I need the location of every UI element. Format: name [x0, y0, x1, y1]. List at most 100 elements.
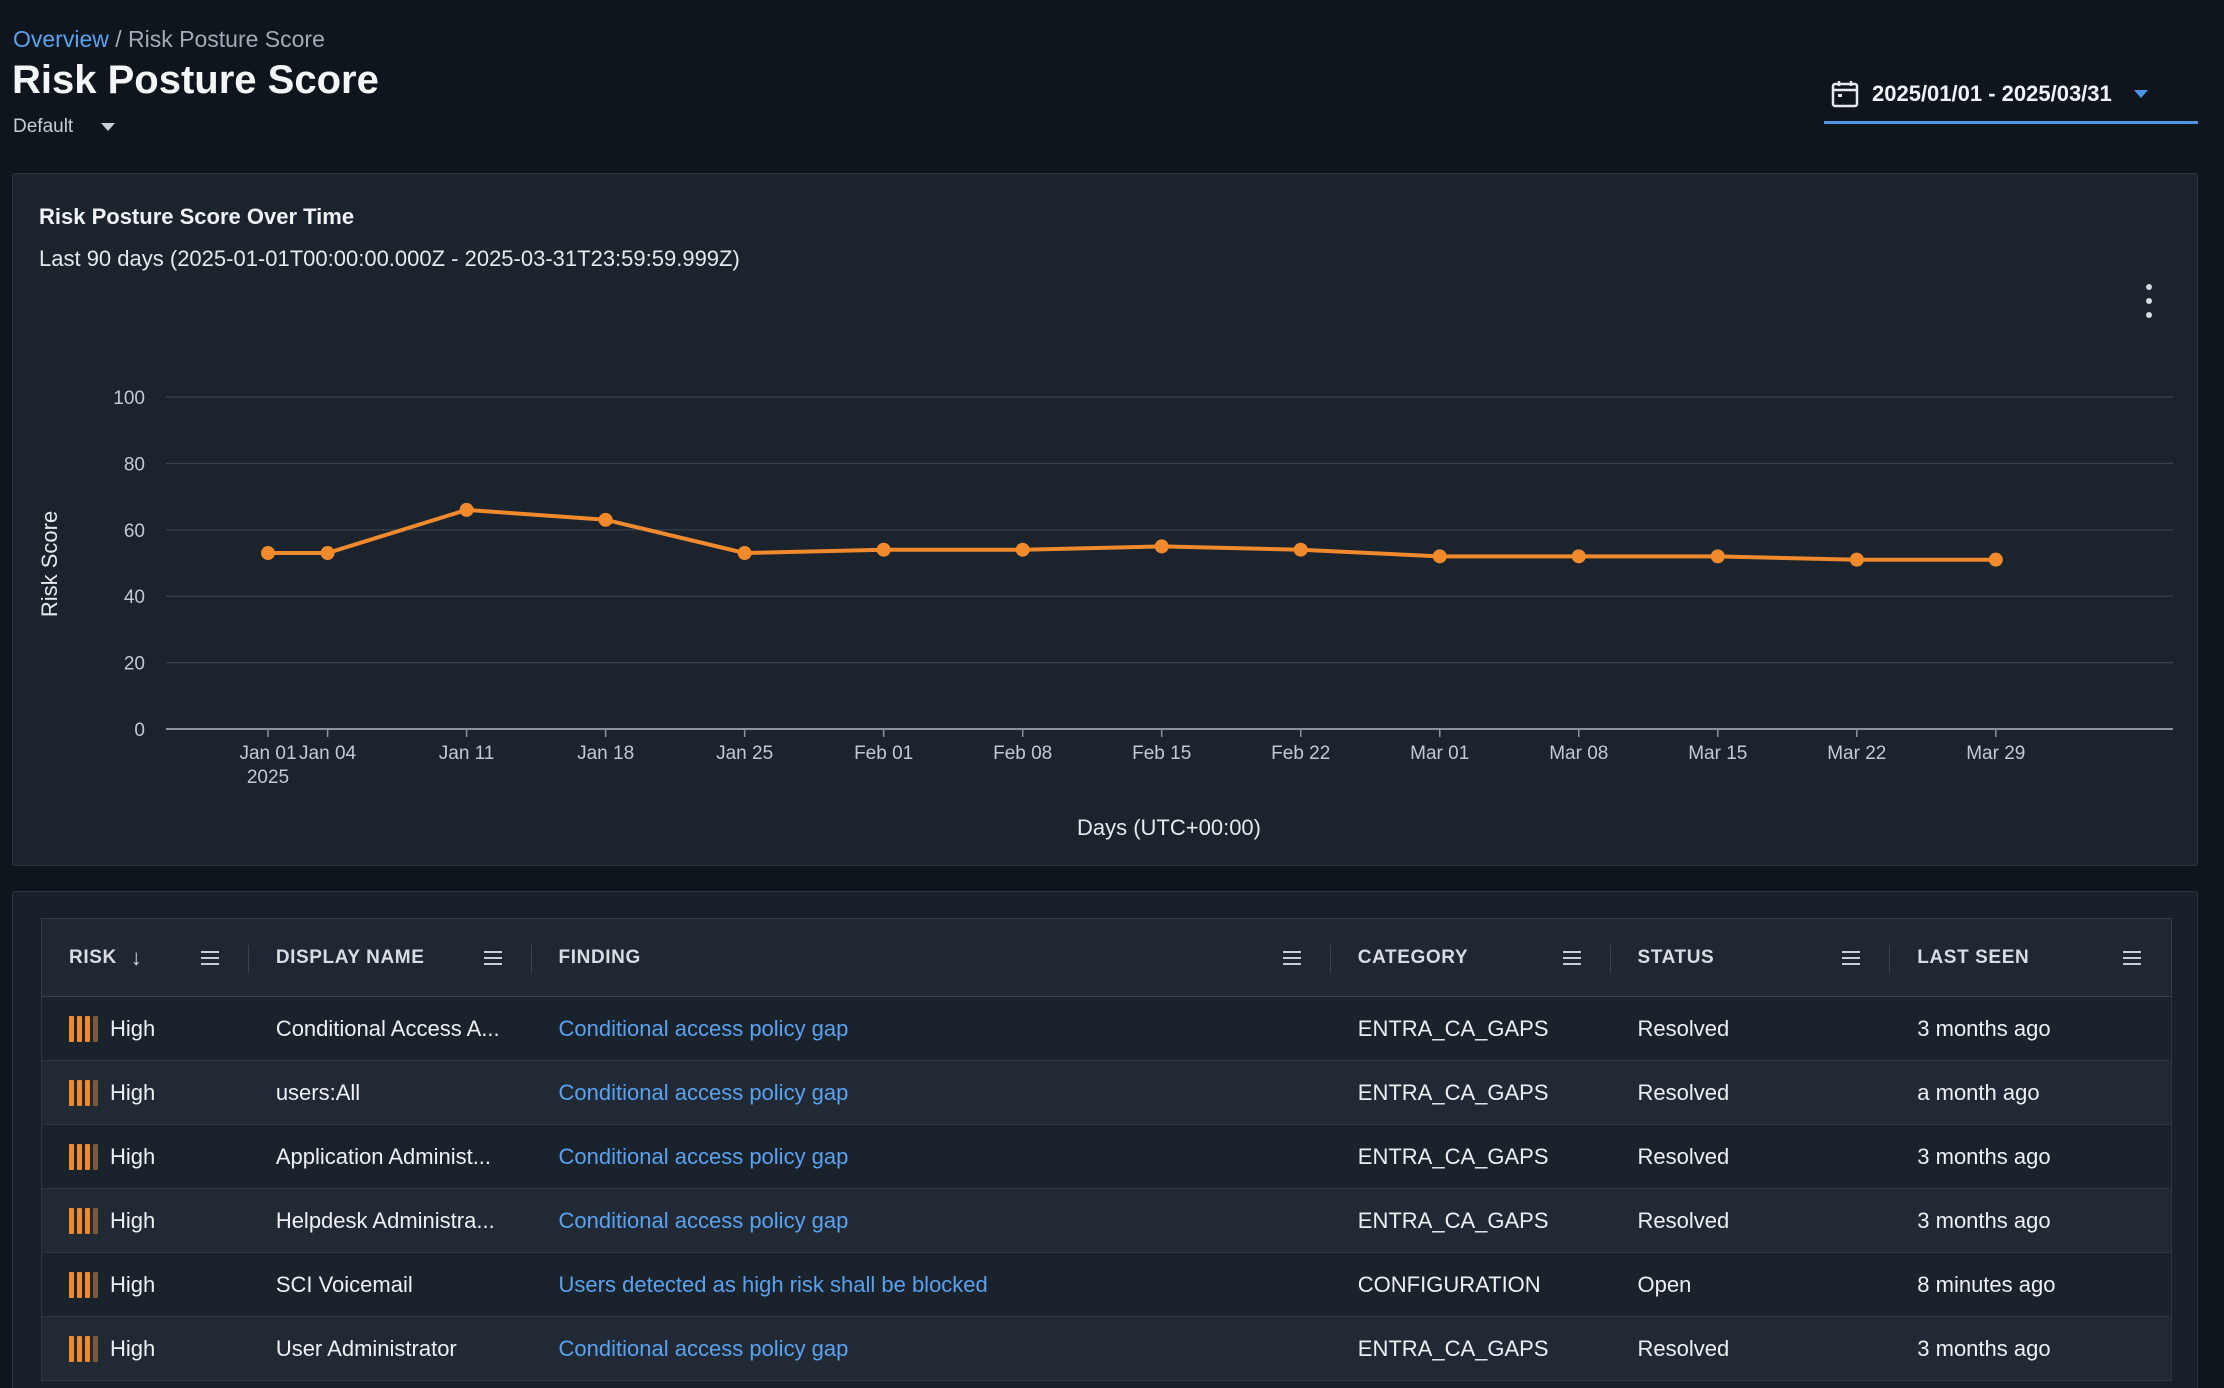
view-select[interactable]: Default	[13, 116, 116, 138]
status-cell: Resolved	[1637, 1207, 1730, 1233]
data-point	[737, 546, 752, 561]
risk-cell: High	[42, 1125, 249, 1188]
data-point	[1432, 549, 1447, 564]
risk-level-icon	[69, 1207, 98, 1234]
table-row[interactable]: High SCI Voicemail Users detected as hig…	[41, 1253, 2172, 1317]
risk-level-icon	[69, 1079, 98, 1106]
category-cell: CONFIGURATION	[1357, 1271, 1541, 1297]
menu-icon[interactable]	[2123, 950, 2141, 965]
breadcrumb-separator: /	[115, 26, 122, 52]
status-cell: Resolved	[1637, 1335, 1730, 1361]
date-range-value: 2025/01/01 - 2025/03/31	[1872, 80, 2112, 106]
breadcrumb: Overview / Risk Posture Score	[13, 26, 325, 53]
last-seen-cell: a month ago	[1917, 1079, 2040, 1105]
x-tick-label: Mar 15	[1688, 743, 1747, 764]
risk-score-line-chart: 0 20 40 60 80 100 Jan 01 2025 Jan 04 Jan 11 Jan 1…	[37, 388, 2173, 840]
column-header-status[interactable]: STATUS	[1611, 919, 1891, 996]
date-range-picker[interactable]: 2025/01/01 - 2025/03/31	[1824, 66, 2198, 124]
x-tick-label: Mar 01	[1410, 743, 1469, 764]
column-header-category[interactable]: CATEGORY	[1331, 919, 1611, 996]
table-row[interactable]: High Conditional Access A... Conditional…	[41, 997, 2172, 1061]
series-line	[268, 507, 1996, 562]
chevron-down-icon	[101, 123, 116, 131]
x-axis-label: Days (UTC+00:00)	[1077, 815, 1261, 840]
data-point	[1293, 542, 1308, 557]
y-tick-label: 40	[124, 587, 145, 608]
table-row[interactable]: High User Administrator Conditional acce…	[41, 1317, 2172, 1381]
column-header-finding[interactable]: FINDING	[532, 919, 1331, 996]
column-header-risk[interactable]: RISK ↓	[42, 919, 249, 996]
view-select-value: Default	[13, 116, 74, 137]
x-tick-label: Mar 08	[1549, 743, 1608, 764]
finding-link[interactable]: Conditional access policy gap	[558, 1079, 849, 1105]
breadcrumb-overview-link[interactable]: Overview	[13, 26, 109, 52]
last-seen-cell: 3 months ago	[1917, 1335, 2051, 1361]
y-tick-label: 60	[124, 521, 145, 542]
findings-table: RISK ↓ DISPLAY NAME FINDING CATEGORY	[41, 918, 2172, 1381]
risk-cell: High	[42, 1061, 249, 1124]
status-cell: Open	[1637, 1271, 1692, 1297]
data-point	[261, 546, 275, 561]
menu-icon[interactable]	[200, 950, 219, 965]
display-name-cell: SCI Voicemail	[275, 1271, 413, 1297]
risk-level-icon	[69, 1271, 98, 1298]
data-point	[1710, 549, 1725, 564]
x-tick-label: Jan 01	[239, 743, 296, 764]
y-tick-label: 100	[113, 388, 145, 409]
table-row[interactable]: High Helpdesk Administra... Conditional …	[41, 1189, 2172, 1253]
display-name-cell: Conditional Access A...	[275, 1015, 500, 1041]
table-row[interactable]: High users:All Conditional access policy…	[41, 1061, 2172, 1125]
x-tick-label: Mar 29	[1966, 743, 2025, 764]
y-tick-label: 80	[124, 454, 145, 475]
category-cell: ENTRA_CA_GAPS	[1357, 1015, 1549, 1041]
x-tick-label: Jan 11	[439, 743, 495, 764]
table-row[interactable]: High Application Administ... Conditional…	[41, 1125, 2172, 1189]
x-tick-sublabel: 2025	[247, 767, 289, 788]
last-seen-cell: 3 months ago	[1917, 1015, 2051, 1041]
data-point	[598, 512, 613, 527]
column-header-last-seen[interactable]: LAST SEEN	[1890, 919, 2171, 996]
y-tick-label: 20	[124, 654, 145, 675]
x-tick-label: Feb 22	[1271, 743, 1330, 764]
column-header-display-name[interactable]: DISPLAY NAME	[249, 919, 532, 996]
menu-icon[interactable]	[1842, 950, 1861, 965]
display-name-cell: Helpdesk Administra...	[275, 1207, 495, 1233]
data-point	[1154, 539, 1169, 554]
finding-link[interactable]: Conditional access policy gap	[558, 1335, 849, 1361]
data-point	[320, 546, 335, 561]
category-cell: ENTRA_CA_GAPS	[1357, 1079, 1549, 1105]
more-vertical-icon[interactable]	[2141, 284, 2157, 318]
menu-icon[interactable]	[1562, 950, 1581, 965]
calendar-icon	[1831, 80, 1859, 107]
finding-link[interactable]: Conditional access policy gap	[558, 1207, 849, 1233]
y-tick-label: 0	[134, 720, 145, 741]
finding-link[interactable]: Conditional access policy gap	[558, 1143, 849, 1169]
x-tick-label: Feb 01	[854, 743, 913, 764]
findings-table-card: RISK ↓ DISPLAY NAME FINDING CATEGORY	[12, 891, 2198, 1388]
finding-link[interactable]: Users detected as high risk shall be blo…	[558, 1271, 988, 1297]
data-point	[459, 502, 474, 517]
x-tick-label: Jan 04	[299, 743, 356, 764]
category-cell: ENTRA_CA_GAPS	[1357, 1207, 1549, 1233]
risk-level-icon	[69, 1335, 98, 1362]
data-point	[1571, 549, 1586, 564]
last-seen-cell: 3 months ago	[1917, 1143, 2051, 1169]
x-tick-label: Feb 08	[993, 743, 1052, 764]
x-tick-label: Feb 15	[1132, 743, 1191, 764]
chart-subtitle: Last 90 days (2025-01-01T00:00:00.000Z -…	[39, 246, 740, 271]
category-cell: ENTRA_CA_GAPS	[1357, 1335, 1549, 1361]
menu-icon[interactable]	[483, 950, 502, 965]
risk-cell: High	[42, 997, 249, 1060]
risk-cell: High	[42, 1317, 249, 1380]
category-cell: ENTRA_CA_GAPS	[1357, 1143, 1549, 1169]
table-body: High Conditional Access A... Conditional…	[41, 997, 2172, 1381]
last-seen-cell: 8 minutes ago	[1917, 1271, 2056, 1297]
arrow-down-icon[interactable]: ↓	[130, 944, 143, 970]
risk-level-icon	[69, 1015, 98, 1042]
menu-icon[interactable]	[1282, 950, 1301, 965]
display-name-cell: Application Administ...	[275, 1143, 492, 1169]
page-title: Risk Posture Score	[12, 58, 379, 102]
finding-link[interactable]: Conditional access policy gap	[558, 1015, 849, 1041]
risk-cell: High	[42, 1189, 249, 1252]
chart-card: Risk Posture Score Over Time Last 90 day…	[12, 173, 2198, 866]
